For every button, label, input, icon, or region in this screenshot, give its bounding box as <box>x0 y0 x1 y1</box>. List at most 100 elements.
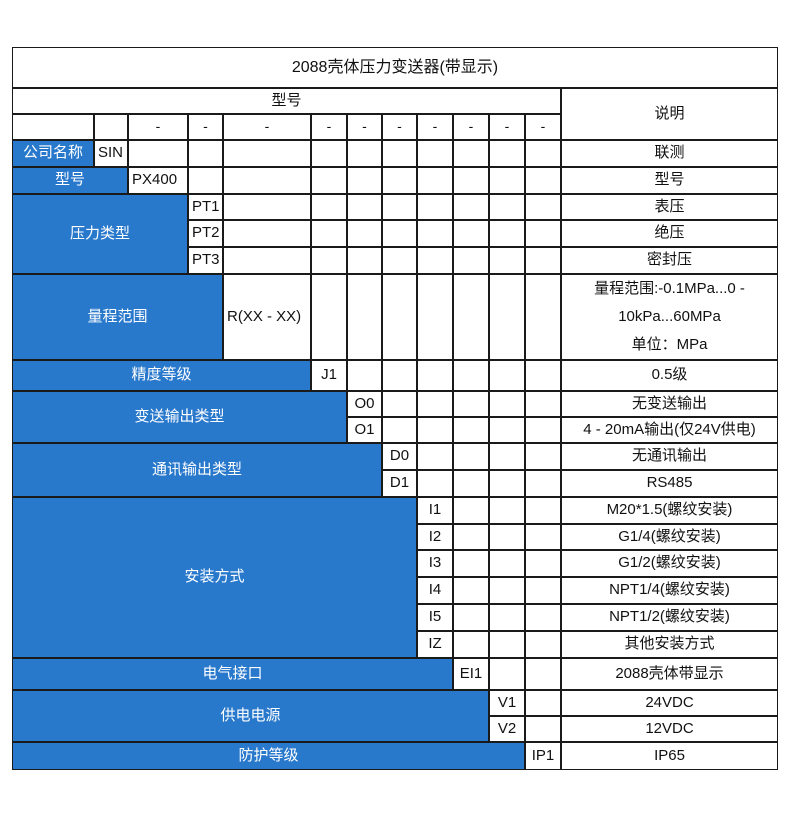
dash-cell: - <box>525 114 561 140</box>
empty-cell <box>382 360 417 391</box>
category-cell: 安装方式 <box>12 497 417 658</box>
empty-cell <box>453 577 489 604</box>
empty-cell <box>525 274 561 360</box>
desc-cell: 无通讯输出 <box>561 443 778 470</box>
empty-cell <box>311 167 347 194</box>
empty-cell <box>347 247 382 274</box>
table-title: 2088壳体压力变送器(带显示) <box>12 47 778 88</box>
empty-cell <box>489 167 525 194</box>
empty-cell <box>453 167 489 194</box>
empty-cell <box>347 360 382 391</box>
empty-cell <box>525 577 561 604</box>
empty-cell <box>525 716 561 742</box>
empty-cell <box>453 194 489 220</box>
empty-cell <box>311 220 347 247</box>
empty-cell <box>417 194 453 220</box>
code-cell: I3 <box>417 550 453 577</box>
desc-cell: IP65 <box>561 742 778 770</box>
empty-cell <box>223 167 311 194</box>
empty-cell <box>347 167 382 194</box>
desc-cell: 绝压 <box>561 220 778 247</box>
category-cell: 变送输出类型 <box>12 391 347 443</box>
desc-line: 量程范围:-0.1MPa...0 - <box>594 280 745 297</box>
empty-cell <box>525 524 561 550</box>
model-header: 型号 <box>12 88 561 114</box>
desc-cell: 量程范围:-0.1MPa...0 - 10kPa...60MPa 单位：MPa <box>561 274 778 360</box>
desc-cell: 2088壳体带显示 <box>561 658 778 690</box>
dash-cell: - <box>453 114 489 140</box>
empty-cell <box>311 274 347 360</box>
category-cell: 精度等级 <box>12 360 311 391</box>
desc-cell: 其他安装方式 <box>561 631 778 658</box>
empty-cell <box>525 497 561 524</box>
empty-cell <box>525 417 561 443</box>
desc-cell: G1/4(螺纹安装) <box>561 524 778 550</box>
category-cell: 通讯输出类型 <box>12 443 382 497</box>
empty-cell <box>489 550 525 577</box>
empty-cell <box>453 220 489 247</box>
empty-cell <box>453 470 489 497</box>
empty-cell <box>489 497 525 524</box>
empty-cell <box>223 140 311 167</box>
empty-cell <box>453 443 489 470</box>
empty-cell <box>311 140 347 167</box>
empty-cell <box>525 391 561 417</box>
category-cell: 供电电源 <box>12 690 489 742</box>
empty-cell <box>453 140 489 167</box>
empty-cell <box>417 220 453 247</box>
code-cell: V1 <box>489 690 525 716</box>
empty-cell <box>188 140 223 167</box>
category-cell: 压力类型 <box>12 194 188 274</box>
desc-cell: 24VDC <box>561 690 778 716</box>
desc-cell: 密封压 <box>561 247 778 274</box>
empty-cell <box>453 631 489 658</box>
desc-cell: M20*1.5(螺纹安装) <box>561 497 778 524</box>
empty-cell <box>453 274 489 360</box>
category-cell: 型号 <box>12 167 128 194</box>
desc-cell: 0.5级 <box>561 360 778 391</box>
empty-cell <box>417 167 453 194</box>
empty-cell <box>525 443 561 470</box>
desc-header: 说明 <box>561 88 778 140</box>
empty-cell <box>489 631 525 658</box>
dash-cell: - <box>188 114 223 140</box>
empty-cell <box>223 194 311 220</box>
code-cell: J1 <box>311 360 347 391</box>
code-cell: V2 <box>489 716 525 742</box>
empty-cell <box>525 140 561 167</box>
code-cell: I1 <box>417 497 453 524</box>
code-cell: PX400 <box>128 167 188 194</box>
empty-cell <box>489 417 525 443</box>
empty-cell <box>453 417 489 443</box>
empty-cell <box>489 577 525 604</box>
code-cell: I5 <box>417 604 453 631</box>
code-cell: PT2 <box>188 220 223 247</box>
empty-cell <box>453 391 489 417</box>
empty-cell <box>489 391 525 417</box>
code-cell: IZ <box>417 631 453 658</box>
empty-cell <box>382 417 417 443</box>
desc-cell: 表压 <box>561 194 778 220</box>
empty-cell <box>489 360 525 391</box>
code-cell: EI1 <box>453 658 489 690</box>
code-cell: SIN <box>94 140 128 167</box>
empty-cell <box>382 220 417 247</box>
empty-cell <box>417 274 453 360</box>
empty-cell <box>382 274 417 360</box>
code-cell: PT3 <box>188 247 223 274</box>
desc-cell: G1/2(螺纹安装) <box>561 550 778 577</box>
empty-cell <box>347 274 382 360</box>
empty-cell <box>489 194 525 220</box>
empty-cell <box>525 167 561 194</box>
dash-cell: - <box>347 114 382 140</box>
empty-cell <box>453 360 489 391</box>
empty-cell <box>347 140 382 167</box>
empty-cell <box>347 220 382 247</box>
code-cell: D0 <box>382 443 417 470</box>
empty-cell <box>525 247 561 274</box>
desc-line: 10kPa...60MPa <box>618 308 721 325</box>
empty-cell <box>417 417 453 443</box>
empty-cell <box>489 220 525 247</box>
empty-cell <box>223 247 311 274</box>
desc-cell: NPT1/2(螺纹安装) <box>561 604 778 631</box>
